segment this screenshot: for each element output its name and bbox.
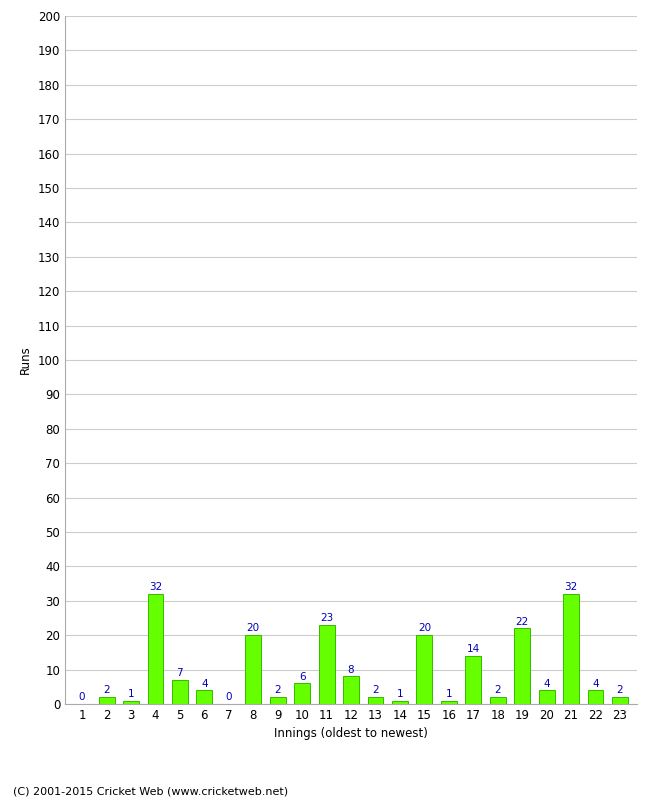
Text: 32: 32 — [149, 582, 162, 592]
Text: 1: 1 — [127, 689, 135, 699]
Text: 2: 2 — [274, 686, 281, 695]
Bar — [563, 594, 579, 704]
X-axis label: Innings (oldest to newest): Innings (oldest to newest) — [274, 727, 428, 741]
Bar — [465, 656, 481, 704]
Y-axis label: Runs: Runs — [20, 346, 32, 374]
Bar — [539, 690, 554, 704]
Text: 32: 32 — [564, 582, 578, 592]
Text: 23: 23 — [320, 613, 333, 623]
Bar — [588, 690, 603, 704]
Text: 2: 2 — [617, 686, 623, 695]
Text: 20: 20 — [246, 623, 260, 634]
Bar — [318, 625, 335, 704]
Text: 2: 2 — [495, 686, 501, 695]
Text: 6: 6 — [299, 672, 305, 682]
Bar — [514, 628, 530, 704]
Bar — [99, 697, 114, 704]
Bar — [172, 680, 188, 704]
Text: 4: 4 — [201, 678, 207, 689]
Bar — [294, 683, 310, 704]
Bar — [441, 701, 457, 704]
Bar — [417, 635, 432, 704]
Text: 4: 4 — [592, 678, 599, 689]
Text: 2: 2 — [372, 686, 379, 695]
Bar — [343, 677, 359, 704]
Text: 20: 20 — [418, 623, 431, 634]
Bar — [392, 701, 408, 704]
Text: 4: 4 — [543, 678, 550, 689]
Bar — [270, 697, 285, 704]
Text: 14: 14 — [467, 644, 480, 654]
Bar — [245, 635, 261, 704]
Bar — [367, 697, 383, 704]
Bar — [612, 697, 628, 704]
Text: 1: 1 — [396, 689, 403, 699]
Text: (C) 2001-2015 Cricket Web (www.cricketweb.net): (C) 2001-2015 Cricket Web (www.cricketwe… — [13, 786, 288, 796]
Text: 0: 0 — [226, 692, 232, 702]
Bar — [489, 697, 506, 704]
Bar — [148, 594, 163, 704]
Text: 1: 1 — [445, 689, 452, 699]
Text: 7: 7 — [177, 668, 183, 678]
Text: 0: 0 — [79, 692, 85, 702]
Text: 2: 2 — [103, 686, 110, 695]
Bar — [123, 701, 139, 704]
Text: 22: 22 — [515, 617, 528, 626]
Bar — [196, 690, 213, 704]
Text: 8: 8 — [348, 665, 354, 674]
